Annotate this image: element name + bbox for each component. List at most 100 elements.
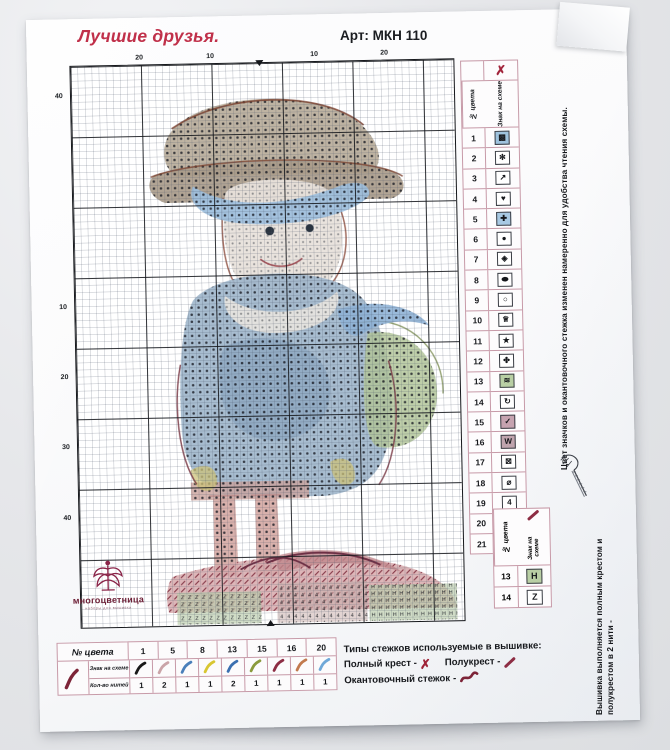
chart-left-axis-label: 40: [54, 93, 63, 101]
thread-stroke-cell: [221, 658, 246, 676]
backstitch-symbol-glyph: H: [526, 568, 543, 584]
legend-rows: 1 ▩ 2 ✻ 3 ↗ 4 ♥ 5 ✚ 6 ● 7 ◈ 8 ⬬ 9 ○ 10 ♕ 11 ★ 12 ✤ 13 ≋ 14 ↻ 15 ✓ 16 W 1…: [462, 127, 527, 554]
thread-stroke-cell: [290, 656, 315, 675]
legend-row-symbol-cell: ⊠: [492, 452, 525, 472]
thread-stroke-cell: [152, 659, 177, 677]
legend-symbol-glyph: ▩: [494, 130, 510, 145]
chart-top-axis-label: 20: [380, 49, 389, 57]
brand-logo: многоцветница наборы для вышивки: [61, 545, 154, 611]
backstitch-header-symbol: Знак на схеме: [526, 536, 540, 560]
thread-column-header: 13: [217, 639, 248, 658]
backstitch-symbol-glyph: Z: [526, 589, 543, 605]
thread-column-header: 20: [316, 641, 327, 653]
legend-symbol-glyph: ⊠: [500, 454, 517, 470]
legend-row-number: 19: [469, 493, 494, 514]
symbol-legend-table: ✗ № цвета Знак на схеме 1 ▩ 2 ✻ 3 ↗ 4 ♥ 5 ✚ 6 ● 7 ◈ 8 ⬬…: [460, 59, 528, 555]
legend-row-number: 15: [468, 412, 492, 432]
cross-stitch-chart[interactable]: Z H 4: [69, 58, 466, 629]
thread-count-cell: 1: [199, 676, 223, 692]
backstitch-legend-header: № цвета Знак на схеме: [493, 508, 551, 567]
paper-corner-curl: [556, 1, 630, 52]
note-stitch-threads: Вышивка выполняется полным крестом и пол…: [595, 538, 616, 715]
chart-top-axis-label: 10: [206, 53, 215, 61]
legend-header-row: № цвета Знак на схеме: [461, 80, 519, 129]
thread-count-cell: 1: [291, 674, 315, 691]
thread-column-header: 16: [277, 638, 308, 657]
legend-symbol-glyph: ♥: [495, 191, 511, 206]
chart-major-grid: [70, 59, 465, 628]
legend-row-number: 9: [465, 290, 490, 311]
legend-row-symbol-cell: ≋: [490, 371, 523, 391]
thread-count-cell: 1: [323, 677, 328, 687]
cross-stitch-chart-wrap: Z H 4: [55, 50, 466, 629]
legend-row-symbol-cell: ✓: [491, 412, 524, 432]
legend-row-number: 14: [467, 391, 492, 412]
legend-row: 16 W: [468, 431, 525, 454]
legend-row: 9 ○: [465, 289, 523, 312]
full-cross-icon: ✗: [419, 656, 431, 672]
backstitch-row-symbol-cell: Z: [519, 586, 551, 607]
brand-name: многоцветница: [72, 594, 145, 606]
legend-symbol-glyph: ✚: [496, 211, 512, 226]
legend-row-number: 16: [468, 432, 492, 453]
legend-row: 2 ✻: [462, 147, 520, 170]
backstitch-header-symbol-cell: Знак на схеме: [517, 508, 550, 565]
thread-count-cell: 1: [176, 676, 200, 693]
legend-header-number: № цвета: [461, 81, 486, 128]
legend-row-symbol-cell: ⌀: [492, 472, 525, 492]
flower-figure-icon: [88, 558, 129, 595]
thread-column-header: 15: [247, 639, 278, 657]
legend-row-number: 7: [464, 249, 489, 270]
legend-row-symbol-cell: ✻: [486, 148, 519, 168]
legend-row: 12 ✤: [466, 350, 524, 373]
thread-stroke-cell: [244, 657, 269, 676]
thread-stroke-cell: [198, 658, 223, 676]
legend-row-symbol-cell: ↗: [486, 168, 519, 188]
legend-row-number: 18: [469, 473, 493, 493]
legend-row-symbol-cell: ◈: [488, 249, 521, 269]
article-number: Арт: МКН 110: [340, 28, 428, 43]
legend-symbol-glyph: ◈: [496, 252, 513, 267]
legend-row-number: 5: [464, 209, 488, 230]
chart-left-axis-label: 30: [61, 443, 70, 452]
legend-icon-row: ✗: [461, 60, 518, 82]
outline-stitch-label: Окантовочный стежок: [344, 673, 451, 687]
half-cross-stroke-icon: [526, 509, 540, 522]
legend-symbol-glyph: ✤: [498, 353, 515, 368]
legend-symbol-glyph: ✓: [500, 414, 516, 429]
legend-row-symbol-cell: ●: [487, 229, 520, 249]
legend-symbol-glyph: W: [500, 434, 516, 449]
chart-top-axis-label: 20: [135, 54, 144, 62]
thread-count-cell: 2: [153, 677, 177, 693]
thread-column-header: 5: [158, 641, 189, 659]
legend-symbol-glyph: ≋: [499, 373, 515, 389]
outline-dash: -: [452, 673, 457, 685]
backstitch-row-symbol-cell: H: [518, 565, 550, 586]
legend-symbol-glyph: ★: [498, 333, 514, 348]
thread-count-cell: 1: [130, 677, 154, 694]
legend-row-number: 1: [462, 128, 486, 148]
note-symbol-colors: Цвет значков и окантовочного стежка изме…: [560, 107, 569, 470]
page-title: Лучшие друзья.: [78, 26, 220, 46]
legend-row: 7 ◈: [464, 249, 522, 271]
legend-row-number: 20: [470, 513, 494, 534]
full-cross-icon: ✗: [495, 62, 507, 78]
legend-row: 17 ⊠: [468, 452, 526, 474]
backstitch-header-number: № цвета: [493, 509, 519, 566]
legend-row-number: 10: [466, 310, 490, 331]
outline-stitch-icon: [459, 670, 479, 688]
legend-row: 15 ✓: [468, 411, 525, 433]
legend-row-symbol-cell: ▩: [485, 127, 518, 147]
backstitch-row-number: 14: [494, 587, 519, 608]
center-arrow-icon: [266, 619, 275, 627]
legend-row-symbol-cell: ⬬: [488, 270, 521, 290]
legend-symbol-glyph: ✻: [494, 150, 511, 165]
legend-row-symbol-cell: W: [492, 432, 525, 452]
thread-row-label-symbol: Знак на схеме: [89, 665, 129, 673]
legend-row: 1 ▩: [462, 127, 519, 149]
legend-row-symbol-cell: ★: [489, 330, 522, 350]
legend-row-symbol-cell: ✤: [490, 351, 523, 371]
